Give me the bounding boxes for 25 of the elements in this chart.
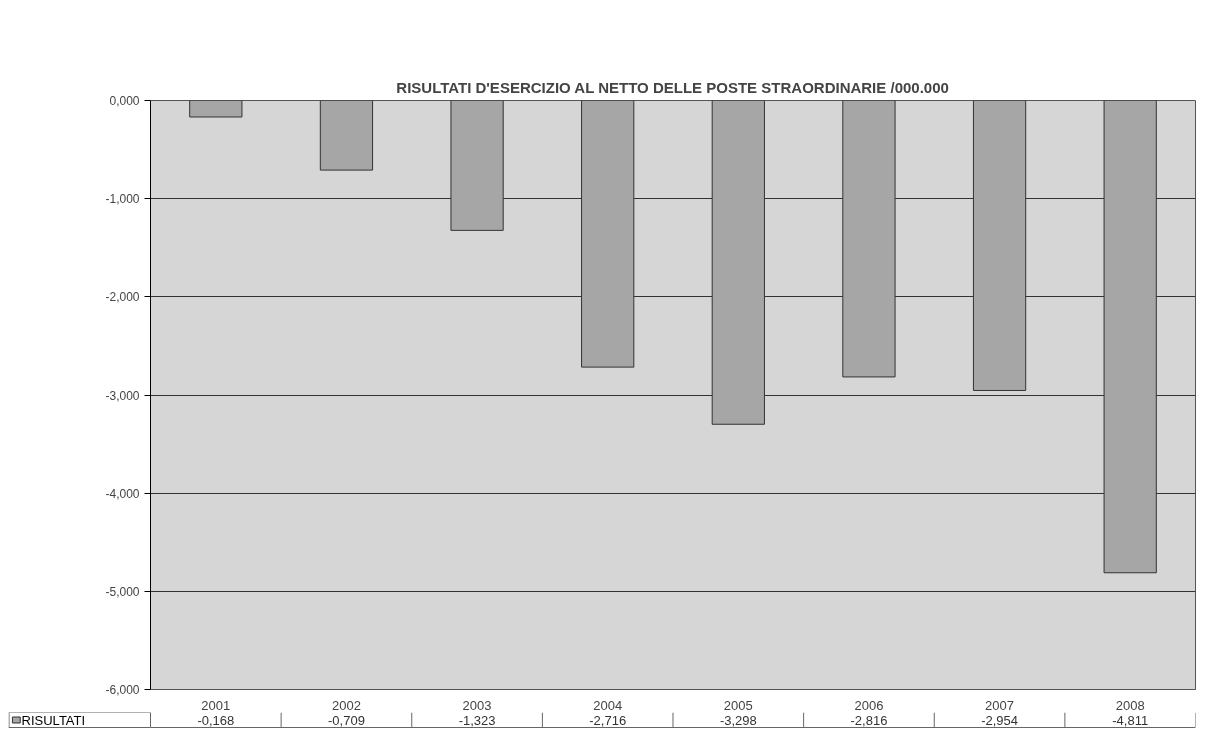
data-label: -0,709 — [328, 712, 365, 728]
x-tick-label: 2003 — [462, 697, 492, 713]
x-tick-label: 2005 — [723, 697, 753, 713]
y-tick-label: -1,000 — [105, 192, 140, 207]
data-label: -3,298 — [719, 712, 757, 728]
data-label: -2,816 — [850, 712, 888, 728]
y-tick-label: -6,000 — [105, 683, 140, 697]
x-tick-label: 2008 — [1115, 697, 1145, 713]
y-tick-label: -5,000 — [105, 584, 140, 599]
y-tick-label: -2,000 — [105, 290, 140, 305]
y-tick-label: 0,000 — [109, 94, 140, 108]
data-label: -0,168 — [197, 712, 235, 728]
data-label: -2,954 — [981, 712, 1019, 728]
x-tick-label: 2004 — [593, 697, 623, 713]
data-label: -4,811 — [1112, 712, 1149, 728]
y-tick-label: -3,000 — [105, 388, 140, 403]
chart-title: RISULTATI D'ESERCIZIO AL NETTO DELLE POSTE STRAORDINARIE /000.000 — [396, 78, 949, 96]
data-label: -1,323 — [458, 712, 496, 728]
x-tick-label: 2001 — [201, 697, 231, 713]
x-tick-label: 2007 — [985, 697, 1015, 713]
x-tick-label: 2002 — [331, 697, 361, 713]
x-tick-label: 2006 — [854, 697, 884, 713]
legend-label: RISULTATI — [21, 712, 86, 728]
data-label: -2,716 — [589, 712, 627, 728]
y-tick-label: -4,000 — [105, 486, 140, 501]
